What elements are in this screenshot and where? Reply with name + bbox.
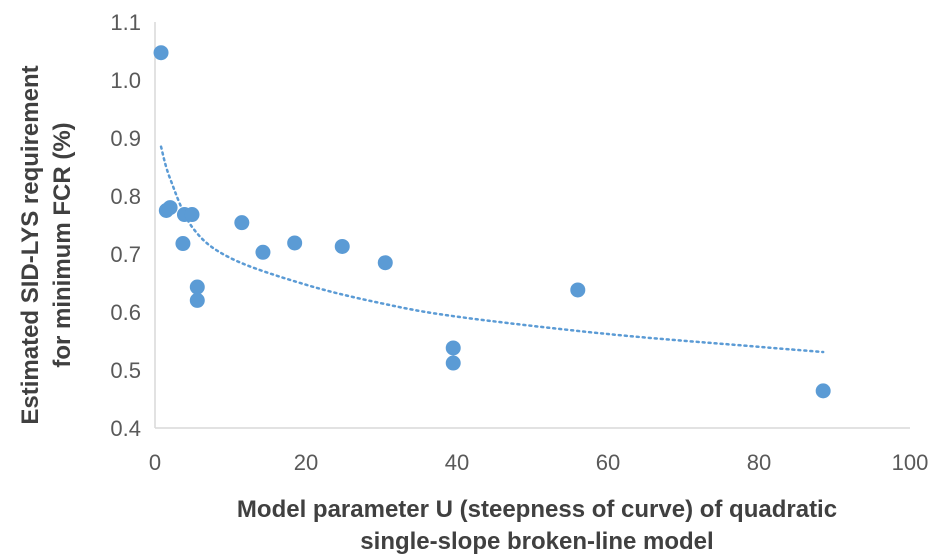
- data-point: [570, 282, 586, 298]
- x-tick-label: 60: [596, 450, 620, 475]
- x-tick-label: 40: [445, 450, 469, 475]
- data-points: [153, 45, 831, 399]
- axes: [154, 22, 910, 429]
- x-tick-labels: 0 20 40 60 80 100: [149, 450, 928, 475]
- y-axis-title: Estimated SID-LYS requirement for minimu…: [17, 65, 76, 424]
- data-point: [234, 215, 250, 231]
- trendline: [159, 145, 825, 354]
- y-tick-label: 0.5: [110, 358, 141, 383]
- y-tick-label: 0.6: [110, 300, 141, 325]
- x-tick-label: 0: [149, 450, 161, 475]
- x-axis-title-line-1: Model parameter U (steepness of curve) o…: [237, 496, 837, 523]
- x-tick-label: 20: [294, 450, 318, 475]
- data-point: [445, 340, 461, 356]
- y-tick-label: 0.4: [110, 416, 141, 441]
- y-tick-label: 0.8: [110, 184, 141, 209]
- data-point: [189, 292, 205, 308]
- data-point: [189, 279, 205, 295]
- x-tick-label: 80: [747, 450, 771, 475]
- data-point: [334, 238, 350, 254]
- data-point: [445, 355, 461, 371]
- data-point: [377, 255, 393, 271]
- y-tick-labels: 0.4 0.5 0.6 0.7 0.8 0.9 1.0 1.1: [110, 10, 141, 441]
- y-tick-label: 1.0: [110, 68, 141, 93]
- data-point: [153, 45, 169, 61]
- data-point: [255, 244, 271, 260]
- y-axis-title-line-2: for minimum FCR (%): [49, 122, 76, 367]
- data-point: [184, 207, 200, 223]
- x-tick-label: 100: [892, 450, 929, 475]
- y-tick-label: 1.1: [110, 10, 141, 35]
- y-tick-label: 0.9: [110, 126, 141, 151]
- y-tick-label: 0.7: [110, 242, 141, 267]
- data-point: [815, 383, 831, 399]
- data-point: [175, 236, 191, 252]
- data-point: [287, 235, 303, 251]
- y-axis-title-line-1: Estimated SID-LYS requirement: [17, 65, 44, 424]
- data-point: [162, 200, 178, 216]
- x-axis-title-line-2: single-slope broken-line model: [360, 528, 713, 555]
